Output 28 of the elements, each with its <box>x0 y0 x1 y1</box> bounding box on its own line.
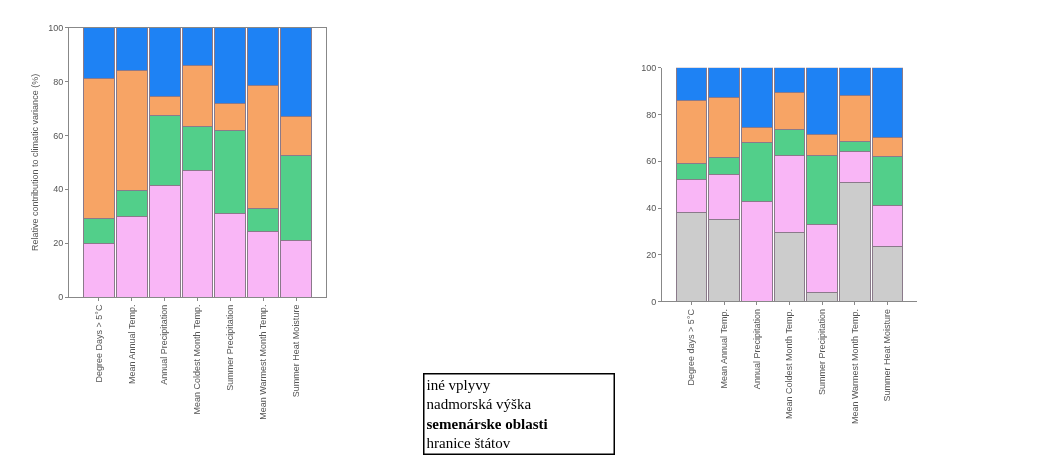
y-tick-label: 20 <box>646 249 657 260</box>
y-tick-label: 60 <box>53 130 64 141</box>
y-tick-label: 100 <box>48 22 64 33</box>
x-tick-label: Annual Precipitation <box>751 309 762 390</box>
y-tick-label: 0 <box>651 296 657 307</box>
x-tick-label: Summer Heat Moisture <box>882 309 893 402</box>
x-tick-label: Mean Annual Temp. <box>126 304 137 385</box>
x-tick-label: Mean Coldest Month Temp. <box>784 309 795 419</box>
x-tick-label: Mean Warmest Month Temp. <box>258 304 269 420</box>
x-tick-label: Summer Precipitation <box>225 304 236 391</box>
y-tick-label: 0 <box>58 292 64 303</box>
x-tick-label: Annual Precipitation <box>159 304 170 385</box>
x-tick-label: Summer Heat Moisture <box>291 304 302 398</box>
y-tick-label: 60 <box>646 156 657 167</box>
y-tick-label: 20 <box>53 238 64 249</box>
y-tick-label: 80 <box>53 76 64 87</box>
y-tick-label: 80 <box>646 109 657 120</box>
y-tick-label: 100 <box>641 63 657 73</box>
x-tick-label: Mean Coldest Month Temp. <box>192 304 203 415</box>
x-tick-label: Degree days > 5°C <box>686 308 697 386</box>
y-axis-title: Relative contribution to climatic variance (%) <box>29 73 40 251</box>
text: iné vplyvy nadmorská výška semenárske oblasti hranice štátov <box>426 376 548 451</box>
x-tick-label: Summer Precipitation <box>817 309 828 396</box>
x-tick-label: Degree Days > 5°C <box>93 304 104 383</box>
y-tick-label: 40 <box>646 203 657 214</box>
y-tick-label: 40 <box>53 184 64 195</box>
x-tick-label: Mean Annual Temp. <box>719 309 730 389</box>
x-tick-label: Mean Warmest Month Temp. <box>849 309 860 425</box>
